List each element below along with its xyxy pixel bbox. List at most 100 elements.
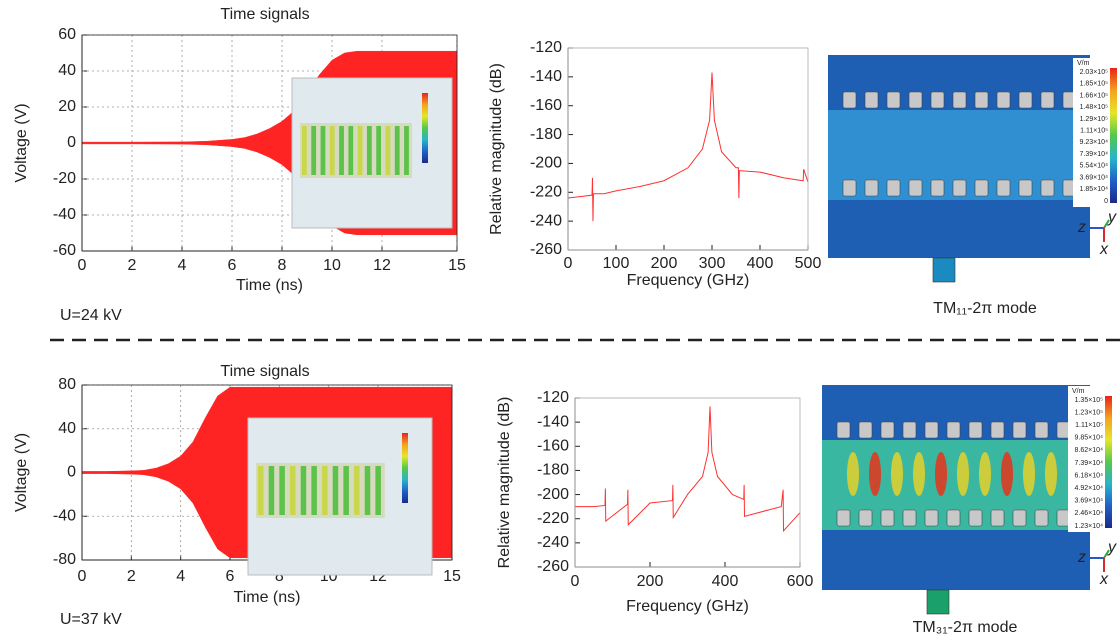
colorbar-label: 3.69×10⁴	[1074, 498, 1103, 505]
x-tick-label: 0	[78, 257, 87, 274]
y-tick-label: -200	[537, 486, 569, 503]
y-tick-label: -160	[537, 438, 569, 455]
y-axis-label: Relative magnitude (dB)	[488, 63, 505, 235]
y-tick-label: -220	[537, 510, 569, 527]
y-tick-label: -60	[53, 242, 76, 259]
inset-stripe	[366, 126, 372, 175]
x-tick-label: 400	[747, 255, 774, 272]
axis-arrow	[1103, 549, 1110, 559]
vane	[858, 421, 873, 439]
colorbar-label: 1.23×10⁵	[1075, 409, 1103, 416]
vane	[908, 91, 923, 109]
vane	[908, 179, 923, 197]
y-tick-label: -20	[53, 170, 76, 187]
y-axis-label: Voltage (V)	[13, 103, 30, 182]
inset-stripe	[311, 126, 317, 175]
y-tick-label: -80	[53, 551, 76, 568]
colorbar-label: 4.92×10⁴	[1074, 485, 1103, 492]
inset-cavity	[300, 123, 412, 178]
vane	[974, 179, 989, 197]
colorbar-label: 1.29×10⁵	[1080, 116, 1108, 123]
inset-stripe	[268, 466, 275, 515]
colorbar-label: 1.11×10⁵	[1075, 422, 1103, 429]
x-tick-label: 400	[712, 573, 739, 590]
inset-stripe	[320, 126, 326, 175]
vane	[946, 509, 961, 527]
x-tick-label: 8	[278, 257, 287, 274]
inset-stripe	[332, 466, 339, 515]
field-hotspot	[891, 452, 903, 496]
plot-frame	[81, 34, 458, 252]
y-tick-label: -200	[530, 155, 562, 172]
y-tick-label: -180	[530, 126, 562, 143]
colorbar-label: 8.62×10⁴	[1074, 447, 1103, 454]
y-tick-label: -180	[537, 462, 569, 479]
vane	[996, 179, 1011, 197]
vane	[924, 509, 939, 527]
vane	[886, 91, 901, 109]
colorbar-label: 6.18×10⁴	[1074, 472, 1103, 479]
field-hotspot	[913, 452, 925, 496]
vane	[952, 91, 967, 109]
vane	[864, 91, 879, 109]
y-tick-label: -140	[537, 413, 569, 430]
inset-stripe	[348, 126, 354, 175]
field-hotspot	[869, 452, 881, 496]
colorbar-label: 2.46×10⁴	[1074, 510, 1103, 517]
field-hotspot	[1001, 452, 1013, 496]
mode-label: TM₃₁-2π mode	[913, 619, 1018, 636]
colorbar-label: 3.69×10⁴	[1079, 174, 1108, 181]
colorbar-ramp	[1105, 396, 1112, 528]
inset-stripe	[375, 466, 381, 515]
x-tick-label: 2	[128, 257, 137, 274]
vane	[902, 509, 917, 527]
colorbar-label: 5.54×10⁴	[1079, 163, 1108, 170]
x-tick-label: 10	[323, 257, 341, 274]
y-tick-label: -220	[530, 184, 562, 201]
y-tick-label: 80	[58, 376, 76, 393]
vane	[1040, 91, 1055, 109]
y-tick-label: -240	[530, 212, 562, 229]
x-tick-label: 500	[795, 255, 822, 272]
y-tick-label: -120	[537, 389, 569, 406]
colorbar: V/m 1.35×10⁵ 1.23×10⁵ 1.11×10⁵ 9.85×10⁴ 8.62×…	[1068, 386, 1115, 532]
vane	[864, 179, 879, 197]
colorbar-label: 9.23×10⁴	[1079, 139, 1108, 146]
axis-letter: z	[1077, 549, 1086, 566]
vane	[886, 179, 901, 197]
field-hotspot	[979, 452, 991, 496]
vane	[858, 509, 873, 527]
vane	[930, 91, 945, 109]
colorbar-label: 7.39×10⁴	[1079, 151, 1108, 158]
y-tick-label: -160	[530, 97, 562, 114]
y-tick-label: -140	[530, 68, 562, 85]
y-tick-label: -120	[530, 39, 562, 56]
x-tick-label: 8	[275, 568, 284, 585]
inset-stripe	[279, 466, 285, 515]
y-tick-label: 0	[67, 134, 76, 151]
vane	[836, 509, 851, 527]
coupler	[926, 589, 950, 615]
x-tick-label: 0	[564, 255, 573, 272]
y-tick-label: -260	[530, 241, 562, 258]
colorbar-label: 1.23×10⁴	[1074, 523, 1103, 530]
y-tick-label: 40	[58, 62, 76, 79]
colorbar-label: 1.66×10⁵	[1080, 92, 1108, 99]
vane	[1018, 179, 1033, 197]
vane	[836, 421, 851, 439]
x-tick-label: 15	[448, 257, 466, 274]
x-axis-label: Frequency (GHz)	[626, 598, 749, 615]
axis-letter: x	[1099, 571, 1109, 588]
vane	[930, 179, 945, 197]
x-tick-label: 100	[603, 255, 630, 272]
vane	[1034, 421, 1049, 439]
plot-frame	[567, 47, 809, 251]
mode-label: TM₁₁-2π mode	[933, 300, 1037, 317]
vane	[880, 509, 895, 527]
inset-cavity	[256, 463, 385, 518]
spectrum-line	[575, 406, 801, 533]
x-tick-label: 200	[651, 255, 678, 272]
colorbar-label: 2.03×10⁵	[1080, 69, 1108, 76]
inset-stripe	[339, 126, 344, 175]
